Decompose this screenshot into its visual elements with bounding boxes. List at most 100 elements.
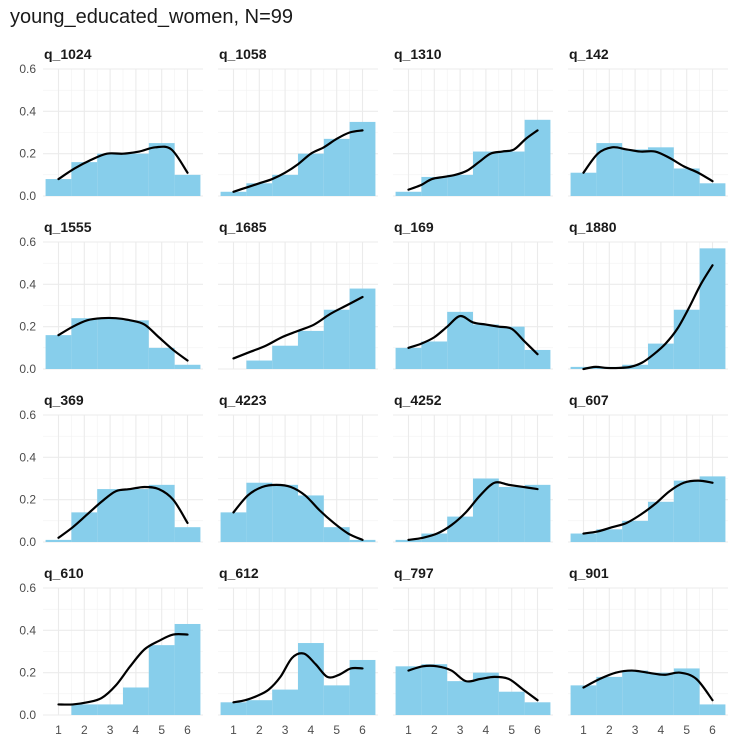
x-tick-label: 2 bbox=[81, 723, 88, 737]
x-tick-label: 6 bbox=[709, 723, 716, 737]
bar bbox=[473, 151, 499, 196]
panel-title: q_607 bbox=[569, 392, 609, 408]
bar bbox=[570, 533, 597, 542]
panel-title: q_142 bbox=[569, 46, 609, 62]
bar bbox=[648, 147, 674, 196]
density-line bbox=[57, 316, 189, 362]
bar bbox=[272, 689, 298, 715]
bar bbox=[123, 320, 149, 369]
y-tick-label: 0.2 bbox=[19, 493, 36, 507]
bar bbox=[174, 623, 201, 715]
bar bbox=[123, 489, 149, 542]
y-tick-label: 0.0 bbox=[19, 708, 36, 722]
bar bbox=[323, 527, 350, 542]
x-tick-label: 1 bbox=[580, 723, 587, 737]
density-line bbox=[407, 314, 539, 356]
bar bbox=[473, 324, 499, 369]
bar bbox=[421, 341, 448, 369]
panel-title: q_1555 bbox=[44, 219, 92, 235]
y-tick-label: 0.2 bbox=[19, 147, 36, 161]
bar bbox=[71, 704, 98, 715]
density-line bbox=[232, 295, 364, 360]
bar bbox=[648, 501, 674, 542]
bar bbox=[123, 153, 149, 196]
density-line bbox=[232, 129, 364, 193]
bar bbox=[298, 330, 324, 369]
y-tick-label: 0.2 bbox=[19, 666, 36, 680]
bar bbox=[174, 527, 201, 542]
density-line bbox=[57, 145, 189, 181]
x-tick-label: 6 bbox=[359, 723, 366, 737]
y-tick-label: 0.0 bbox=[19, 535, 36, 549]
bar bbox=[97, 153, 123, 196]
bar bbox=[349, 121, 376, 196]
density-line bbox=[57, 633, 189, 706]
facet-panel-q_4252: q_4252 bbox=[393, 392, 553, 543]
bar bbox=[622, 364, 648, 369]
density-line bbox=[232, 652, 364, 704]
facet-panel-q_1880: q_1880 bbox=[568, 219, 728, 371]
panel-title: q_4252 bbox=[394, 392, 442, 408]
bar bbox=[148, 645, 175, 715]
bar bbox=[395, 666, 422, 715]
bar bbox=[246, 360, 273, 369]
bar bbox=[622, 149, 648, 196]
bar bbox=[421, 533, 448, 542]
density-line bbox=[407, 129, 539, 191]
bar bbox=[174, 174, 201, 196]
bar bbox=[699, 476, 726, 542]
bar bbox=[673, 309, 700, 369]
x-tick-label: 6 bbox=[184, 723, 191, 737]
x-tick-label: 5 bbox=[333, 723, 340, 737]
bar bbox=[673, 480, 700, 542]
x-tick-label: 4 bbox=[133, 723, 140, 737]
bar bbox=[298, 643, 324, 715]
density-line bbox=[582, 146, 714, 183]
x-tick-label: 2 bbox=[256, 723, 263, 737]
x-tick-label: 1 bbox=[405, 723, 412, 737]
bar bbox=[570, 685, 597, 715]
y-tick-label: 0.2 bbox=[19, 320, 36, 334]
panel-title: q_1310 bbox=[394, 46, 442, 62]
x-tick-label: 4 bbox=[658, 723, 665, 737]
bar bbox=[272, 174, 298, 196]
facet-panel-q_4223: q_4223 bbox=[218, 392, 378, 543]
y-tick-label: 0.4 bbox=[19, 623, 36, 637]
panel-title: q_901 bbox=[569, 565, 609, 581]
x-tick-label: 4 bbox=[483, 723, 490, 737]
facet-panel-q_169: q_169 bbox=[393, 219, 553, 370]
bar bbox=[97, 318, 123, 369]
bar bbox=[323, 685, 350, 715]
bar bbox=[298, 495, 324, 542]
bar bbox=[71, 318, 98, 369]
bar bbox=[596, 676, 623, 715]
panel-title: q_4223 bbox=[219, 392, 267, 408]
bar bbox=[220, 512, 247, 542]
y-tick-label: 0.6 bbox=[19, 235, 36, 249]
bar bbox=[498, 691, 525, 715]
bar bbox=[699, 248, 726, 369]
bar bbox=[622, 520, 648, 542]
x-tick-label: 5 bbox=[683, 723, 690, 737]
bar bbox=[148, 484, 175, 542]
chart-title: young_educated_women, N=99 bbox=[10, 6, 293, 28]
density-line bbox=[582, 479, 714, 535]
x-tick-label: 4 bbox=[308, 723, 315, 737]
panel-title: q_369 bbox=[44, 392, 84, 408]
bar bbox=[524, 349, 551, 369]
y-tick-label: 0.0 bbox=[19, 189, 36, 203]
y-tick-label: 0.4 bbox=[19, 104, 36, 118]
bar bbox=[447, 174, 473, 196]
facet-panel-q_901: q_901 1 2 3 4 5 6 bbox=[568, 565, 728, 737]
bar bbox=[220, 702, 247, 715]
y-tick-label: 0.6 bbox=[19, 62, 36, 76]
facet-panel-q_1024: q_1024 0.0 0.2 0.4 0.6 bbox=[19, 46, 203, 203]
bar bbox=[622, 670, 648, 715]
density-line bbox=[407, 664, 539, 702]
panel-title: q_1685 bbox=[219, 219, 267, 235]
bar bbox=[323, 138, 350, 196]
x-tick-label: 6 bbox=[534, 723, 541, 737]
facet-panel-q_142: q_142 bbox=[568, 46, 728, 197]
x-tick-label: 3 bbox=[107, 723, 114, 737]
